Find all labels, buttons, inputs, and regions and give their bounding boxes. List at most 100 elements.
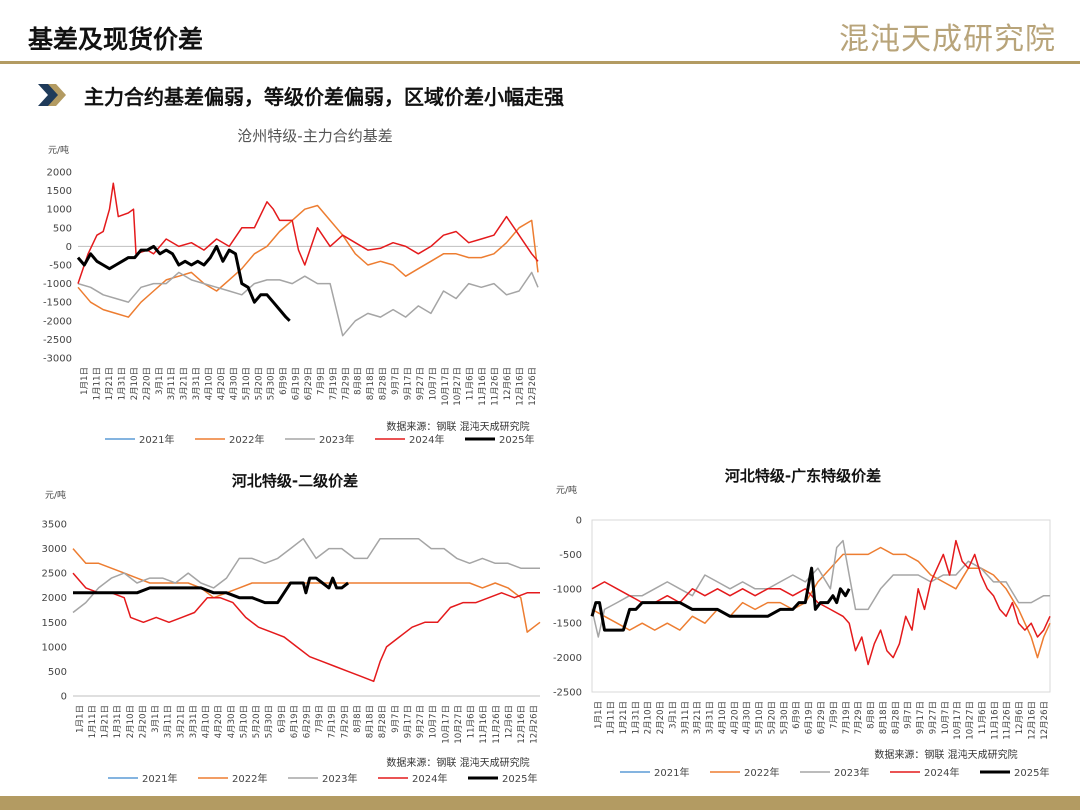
x-tick-label: 5月10日 bbox=[239, 705, 249, 738]
x-tick-label: 10月17日 bbox=[441, 705, 451, 744]
y-tick-label: 500 bbox=[53, 223, 72, 234]
page-title: 基差及现货价差 bbox=[28, 25, 204, 54]
x-tick-label: 8月8日 bbox=[354, 367, 364, 395]
x-tick-label: 10月17日 bbox=[441, 367, 451, 406]
x-tick-label: 3月31日 bbox=[192, 367, 202, 400]
x-tick-label: 10月7日 bbox=[428, 367, 438, 400]
x-tick-label: 5月20日 bbox=[252, 705, 262, 738]
x-tick-label: 1月1日 bbox=[594, 701, 604, 729]
x-tick-label: 8月18日 bbox=[879, 701, 889, 734]
x-tick-label: 2月10日 bbox=[644, 701, 654, 734]
x-tick-label: 8月28日 bbox=[378, 705, 388, 738]
x-tick-label: 9月17日 bbox=[916, 701, 926, 734]
x-tick-label: 8月28日 bbox=[891, 701, 901, 734]
legend-label: 2025年 bbox=[1014, 766, 1049, 779]
x-tick-label: 10月7日 bbox=[429, 705, 439, 738]
x-tick-label: 7月9日 bbox=[316, 367, 326, 395]
x-tick-label: 6月9日 bbox=[279, 367, 289, 395]
x-tick-label: 4月20日 bbox=[214, 705, 224, 738]
x-tick-label: 7月29日 bbox=[854, 701, 864, 734]
y-tick-label: 3500 bbox=[42, 520, 67, 531]
legend-label: 2022年 bbox=[232, 772, 267, 785]
series-line-2025年 bbox=[590, 566, 851, 632]
legend-label: 2023年 bbox=[834, 766, 869, 779]
y-axis-unit: 元/吨 bbox=[48, 144, 69, 156]
x-tick-label: 2月10日 bbox=[126, 705, 136, 738]
y-tick-label: -500 bbox=[559, 550, 582, 561]
x-tick-label: 12月6日 bbox=[1015, 701, 1025, 734]
x-tick-label: 7月19日 bbox=[328, 705, 338, 738]
x-tick-label: 7月29日 bbox=[341, 367, 351, 400]
x-tick-label: 7月19日 bbox=[329, 367, 339, 400]
x-tick-label: 11月6日 bbox=[978, 701, 988, 734]
x-tick-label: 5月30日 bbox=[780, 701, 790, 734]
legend-label: 2022年 bbox=[744, 766, 779, 779]
legend-label: 2022年 bbox=[229, 433, 264, 446]
legend-label: 2024年 bbox=[924, 766, 959, 779]
x-tick-label: 1月31日 bbox=[631, 701, 641, 734]
x-tick-label: 4月20日 bbox=[217, 367, 227, 400]
x-tick-label: 6月19日 bbox=[805, 701, 815, 734]
footer-bar bbox=[0, 796, 1080, 810]
x-tick-label: 5月10日 bbox=[755, 701, 765, 734]
y-tick-label: -3000 bbox=[43, 354, 72, 365]
y-tick-label: 1000 bbox=[47, 205, 72, 216]
series-line-2024年 bbox=[72, 572, 540, 683]
y-tick-label: 2000 bbox=[42, 593, 67, 604]
x-tick-label: 10月27日 bbox=[453, 367, 463, 406]
legend-label: 2025年 bbox=[499, 433, 534, 446]
x-tick-label: 3月31日 bbox=[189, 705, 199, 738]
y-axis-unit: 元/吨 bbox=[45, 489, 66, 501]
x-tick-label: 8月28日 bbox=[379, 367, 389, 400]
x-tick-label: 12月16日 bbox=[517, 705, 527, 744]
series-line-2023年 bbox=[591, 539, 1050, 638]
x-tick-label: 11月16日 bbox=[479, 705, 489, 744]
x-tick-label: 3月21日 bbox=[693, 701, 703, 734]
legend-label: 2024年 bbox=[412, 772, 447, 785]
y-tick-label: 0 bbox=[576, 516, 582, 527]
legend-label: 2021年 bbox=[142, 772, 177, 785]
x-tick-label: 7月29日 bbox=[340, 705, 350, 738]
x-tick-label: 11月6日 bbox=[466, 367, 476, 400]
x-tick-label: 1月1日 bbox=[75, 705, 85, 733]
x-tick-label: 3月1日 bbox=[668, 701, 678, 729]
x-tick-label: 11月16日 bbox=[478, 367, 488, 406]
x-tick-label: 1月1日 bbox=[80, 367, 90, 395]
x-tick-label: 4月30日 bbox=[743, 701, 753, 734]
x-tick-label: 3月31日 bbox=[706, 701, 716, 734]
x-tick-label: 5月30日 bbox=[265, 705, 275, 738]
y-tick-label: -2000 bbox=[43, 316, 72, 327]
x-tick-label: 1月11日 bbox=[93, 367, 103, 400]
plot-area-border bbox=[591, 519, 1051, 693]
series-line-2022年 bbox=[72, 548, 541, 633]
x-tick-label: 11月6日 bbox=[467, 705, 477, 738]
x-tick-label: 7月9日 bbox=[829, 701, 839, 729]
x-tick-label: 12月6日 bbox=[504, 705, 514, 738]
x-tick-label: 12月26日 bbox=[530, 705, 540, 744]
y-tick-label: 1000 bbox=[42, 642, 67, 653]
y-tick-label: -2500 bbox=[553, 688, 582, 699]
x-tick-label: 7月9日 bbox=[315, 705, 325, 733]
series-line-2022年 bbox=[591, 546, 1051, 659]
y-tick-label: -500 bbox=[49, 261, 72, 272]
y-tick-label: 0 bbox=[66, 242, 72, 253]
x-tick-label: 3月11日 bbox=[681, 701, 691, 734]
y-tick-label: -2000 bbox=[553, 653, 582, 664]
x-tick-label: 3月1日 bbox=[155, 367, 165, 395]
x-tick-label: 11月26日 bbox=[492, 705, 502, 744]
data-source-note: 数据来源：钢联 混沌天成研究院 bbox=[386, 420, 529, 433]
x-tick-label: 5月20日 bbox=[254, 367, 264, 400]
x-tick-label: 1月21日 bbox=[105, 367, 115, 400]
x-tick-label: 6月19日 bbox=[292, 367, 302, 400]
y-tick-label: -1000 bbox=[553, 584, 582, 595]
x-tick-label: 10月27日 bbox=[966, 701, 976, 740]
chart-title: 河北特级-二级价差 bbox=[232, 472, 358, 490]
x-tick-label: 2月10日 bbox=[130, 367, 140, 400]
x-tick-label: 6月29日 bbox=[304, 367, 314, 400]
chart-title: 河北特级-广东特级价差 bbox=[725, 467, 881, 485]
x-tick-label: 4月30日 bbox=[229, 367, 239, 400]
x-tick-label: 12月16日 bbox=[515, 367, 525, 406]
x-tick-label: 8月18日 bbox=[366, 705, 376, 738]
legend-label: 2024年 bbox=[409, 433, 444, 446]
